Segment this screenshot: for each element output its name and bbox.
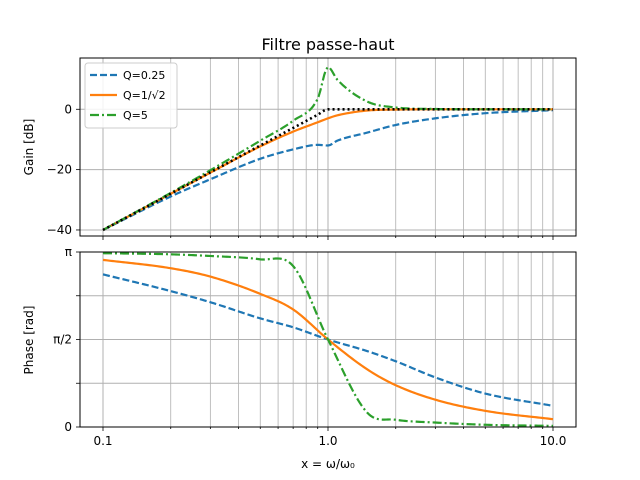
- legend-label: Q=1/√2: [123, 89, 166, 102]
- legend: Q=0.25 Q=1/√2 Q=5: [84, 62, 178, 129]
- y-tick-label: −40: [47, 223, 72, 237]
- phase-xlabel: x = ω/ω₀: [301, 457, 355, 471]
- x-tick-label: 10.0: [540, 434, 567, 448]
- gain-panel: −40 −20 0 Filtre passe-haut Gain [dB] Q=0.…: [22, 35, 577, 240]
- phase-panel: 0 π/2 π 0.1 1.0 10.0 Phase [rad] x = ω/ω₀: [22, 245, 577, 471]
- legend-label: Q=5: [123, 109, 148, 122]
- gain-title: Filtre passe-haut: [262, 35, 395, 54]
- y-tick-label: 0: [64, 420, 72, 434]
- series-line-asymptote: [102, 107, 553, 232]
- y-tick-label: 0: [64, 102, 72, 116]
- y-tick-label: −20: [47, 163, 72, 177]
- gain-ylabel: Gain [dB]: [22, 119, 36, 176]
- y-tick-label: π/2: [53, 333, 72, 347]
- y-tick-label: π: [65, 245, 72, 259]
- gain-ticks: −40 −20 0: [47, 102, 554, 240]
- series-line-q-0-25: [102, 109, 554, 231]
- phase-ticks: 0 π/2 π 0.1 1.0 10.0: [53, 245, 566, 448]
- series-line-q-5: [102, 252, 554, 427]
- gain-series-group: [102, 65, 554, 232]
- x-tick-label: 1.0: [318, 434, 337, 448]
- phase-ylabel: Phase [rad]: [22, 306, 36, 375]
- legend-box: [84, 62, 178, 129]
- phase-series-group: [102, 252, 554, 427]
- x-tick-label: 0.1: [93, 434, 112, 448]
- legend-label: Q=0.25: [123, 69, 165, 82]
